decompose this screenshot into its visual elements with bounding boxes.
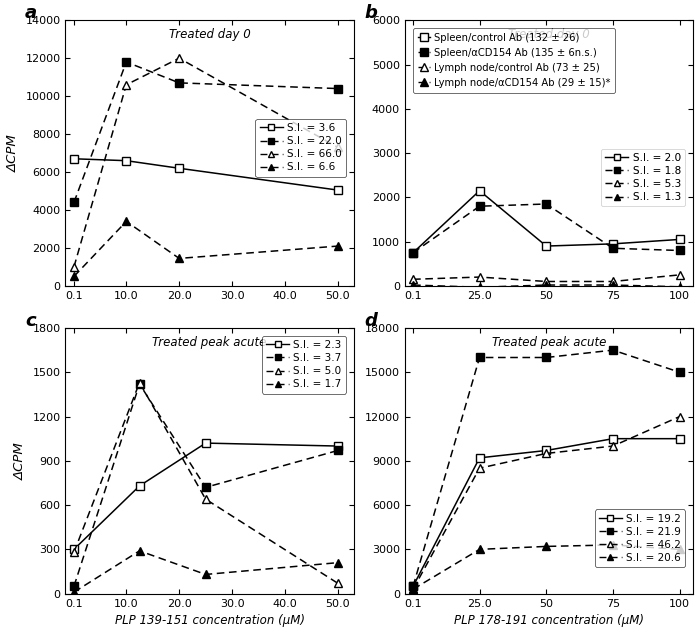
Text: Treated day 0: Treated day 0 — [169, 29, 251, 41]
Legend: S.I. = 19.2, S.I. = 21.9, S.I. = 46.2, S.I. = 20.6: S.I. = 19.2, S.I. = 21.9, S.I. = 46.2, S… — [595, 510, 685, 567]
X-axis label: PLP 139-151 concentration (μM): PLP 139-151 concentration (μM) — [115, 614, 304, 627]
Legend: S.I. = 2.3, S.I. = 3.7, S.I. = 5.0, S.I. = 1.7: S.I. = 2.3, S.I. = 3.7, S.I. = 5.0, S.I.… — [262, 336, 346, 394]
Text: a: a — [25, 4, 37, 22]
Y-axis label: ΔCPM: ΔCPM — [14, 442, 27, 480]
Text: c: c — [25, 312, 36, 330]
X-axis label: PLP 178-191 concentration (μM): PLP 178-191 concentration (μM) — [454, 614, 644, 627]
Legend: S.I. = 3.6, S.I. = 22.0, S.I. = 66.0, S.I. = 6.6: S.I. = 3.6, S.I. = 22.0, S.I. = 66.0, S.… — [256, 119, 346, 177]
Text: Treated peak acute: Treated peak acute — [153, 336, 267, 349]
Text: b: b — [365, 4, 377, 22]
Text: Treated peak acute: Treated peak acute — [491, 336, 606, 349]
Y-axis label: ΔCPM: ΔCPM — [7, 134, 20, 172]
Legend: S.I. = 2.0, S.I. = 1.8, S.I. = 5.3, S.I. = 1.3: S.I. = 2.0, S.I. = 1.8, S.I. = 5.3, S.I.… — [601, 148, 685, 206]
Text: Treated day 0: Treated day 0 — [508, 29, 590, 41]
Text: d: d — [365, 312, 377, 330]
